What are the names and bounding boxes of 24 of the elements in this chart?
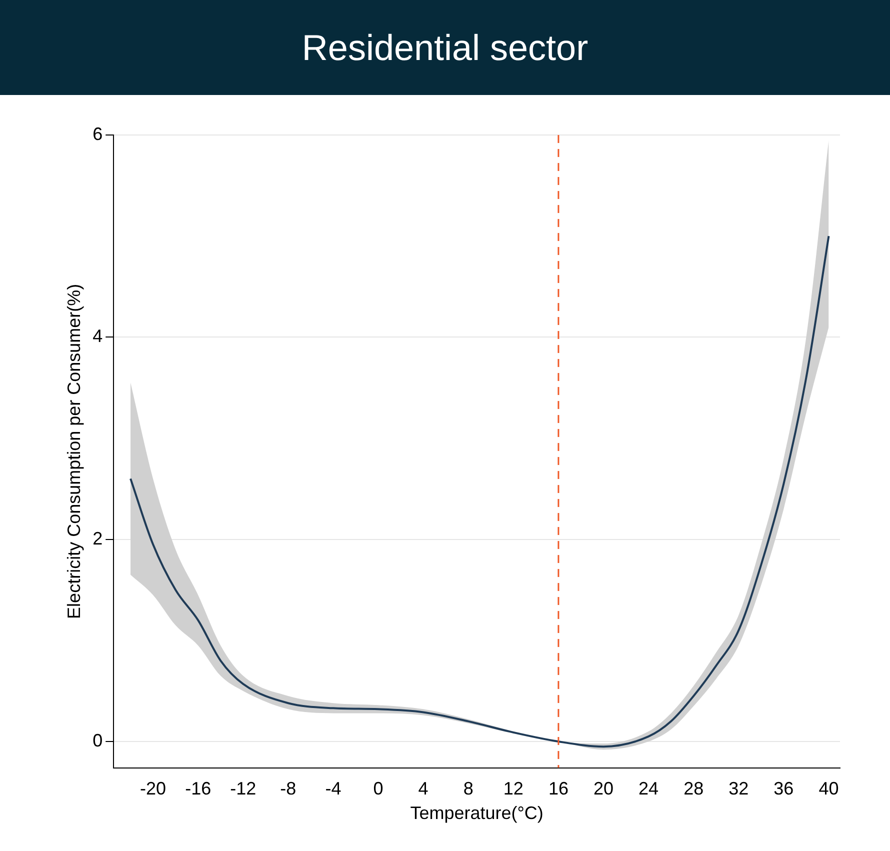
x-tick-label: 12 xyxy=(503,778,524,799)
x-axis-title: Temperature(°C) xyxy=(410,803,544,824)
x-tick-label: 4 xyxy=(418,778,428,799)
y-axis-title: Electricity Consumption per Consumer(%) xyxy=(64,284,84,619)
y-tick-label: 4 xyxy=(92,326,103,346)
x-tick-label: -8 xyxy=(280,778,296,799)
x-tick-label: -4 xyxy=(325,778,342,799)
x-tick-label: 40 xyxy=(818,778,839,799)
chart-title: Residential sector xyxy=(0,0,890,95)
line-series xyxy=(130,235,830,748)
y-tick-label: 2 xyxy=(92,528,103,548)
x-tick-label: -16 xyxy=(185,778,212,799)
x-tick-label: -12 xyxy=(230,778,256,799)
x-tick-label: 0 xyxy=(373,778,384,799)
x-tick-label: 16 xyxy=(548,778,568,799)
x-tick-label: -20 xyxy=(140,778,166,799)
y-tick-label: 6 xyxy=(92,124,103,144)
y-tick-label: 0 xyxy=(92,730,103,750)
x-tick-label: 24 xyxy=(638,778,659,799)
x-tick-label: 36 xyxy=(774,778,794,799)
x-tick-label: 28 xyxy=(684,778,704,799)
x-tick-label: 20 xyxy=(593,778,614,799)
x-tick-label: 32 xyxy=(728,778,749,799)
x-tick-label: 8 xyxy=(463,778,474,799)
